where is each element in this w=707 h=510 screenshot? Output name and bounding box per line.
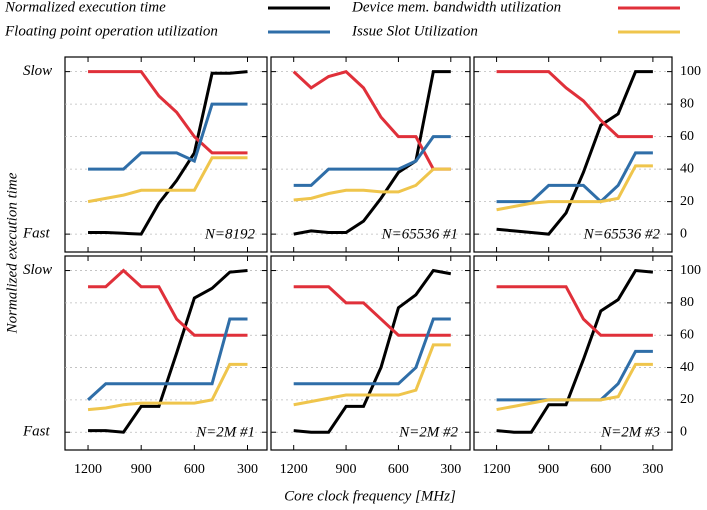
y-tick-label: Slow: [23, 262, 52, 278]
x-axis-title: Core clock frequency [MHz]: [284, 488, 456, 504]
series-line: [496, 285, 653, 337]
y2-tick-label: 0: [680, 424, 687, 439]
series-line: [293, 268, 452, 434]
y2-tick-label: 80: [680, 96, 694, 111]
y-tick-label: Fast: [22, 424, 51, 440]
x-tick-label: 600: [590, 462, 611, 477]
series-line: [293, 343, 451, 407]
series-line: [87, 317, 248, 401]
series-line: [292, 69, 451, 171]
x-tick-label: 300: [642, 462, 663, 477]
y2-tick-label: 60: [680, 129, 694, 144]
series-line: [496, 164, 653, 212]
y-axis-title: Normalized execution time: [4, 172, 20, 334]
legend-label: Device mem. bandwidth utilization: [351, 0, 561, 15]
x-tick-label: 300: [237, 462, 258, 477]
y2-tick-label: 100: [680, 263, 701, 278]
y-tick-label: Fast: [22, 226, 51, 242]
x-tick-label: 600: [184, 462, 205, 477]
panel-label: N=65536 #1: [381, 226, 458, 242]
x-tick-label: 300: [440, 462, 461, 477]
series-line: [293, 285, 451, 337]
series-line: [87, 156, 248, 204]
legend-label: Normalized execution time: [4, 0, 166, 15]
panel-label: N=8192: [204, 226, 256, 242]
series-line: [496, 151, 653, 204]
y2-tick-label: 0: [680, 226, 687, 241]
panel-frame: [473, 255, 673, 451]
y2-tick-label: 80: [680, 295, 694, 310]
series-line: [496, 362, 653, 412]
panel-frame: [270, 255, 471, 451]
panel-label: N=65536 #2: [583, 226, 661, 242]
series-line: [293, 135, 451, 187]
y2-tick-label: 40: [680, 360, 694, 375]
y-tick-label: Slow: [23, 63, 52, 79]
series-line: [88, 268, 248, 337]
series-line: [293, 70, 451, 236]
panel-frame: [64, 56, 268, 253]
panel-frame: [64, 255, 268, 451]
legend-label: Floating point operation utilization: [4, 23, 218, 39]
y2-tick-label: 40: [680, 161, 694, 176]
panel-frame: [473, 56, 673, 253]
panel-label: N=2M #2: [398, 424, 458, 440]
y2-tick-label: 60: [680, 327, 694, 342]
y2-tick-label: 20: [680, 392, 694, 407]
x-tick-label: 900: [336, 462, 357, 477]
x-tick-label: 900: [131, 462, 152, 477]
series-line: [88, 269, 248, 434]
series-line: [87, 362, 248, 412]
series-line: [496, 268, 654, 434]
series-line: [496, 70, 653, 139]
y2-tick-label: 100: [680, 64, 701, 79]
x-tick-label: 900: [538, 462, 559, 477]
x-tick-label: 1200: [74, 462, 102, 477]
y2-tick-label: 20: [680, 194, 694, 209]
series-line: [496, 70, 653, 236]
series-line: [293, 317, 451, 386]
panel-label: N=2M #3: [600, 424, 660, 440]
series-line: [88, 102, 248, 171]
x-tick-label: 1200: [280, 462, 308, 477]
series-line: [293, 167, 451, 202]
panel-label: N=2M #1: [195, 424, 255, 440]
x-tick-label: 600: [388, 462, 409, 477]
x-tick-label: 1200: [483, 462, 511, 477]
legend-label: Issue Slot Utilization: [351, 23, 478, 39]
series-line: [88, 70, 248, 236]
series-line: [88, 70, 248, 155]
panel-frame: [270, 56, 471, 253]
